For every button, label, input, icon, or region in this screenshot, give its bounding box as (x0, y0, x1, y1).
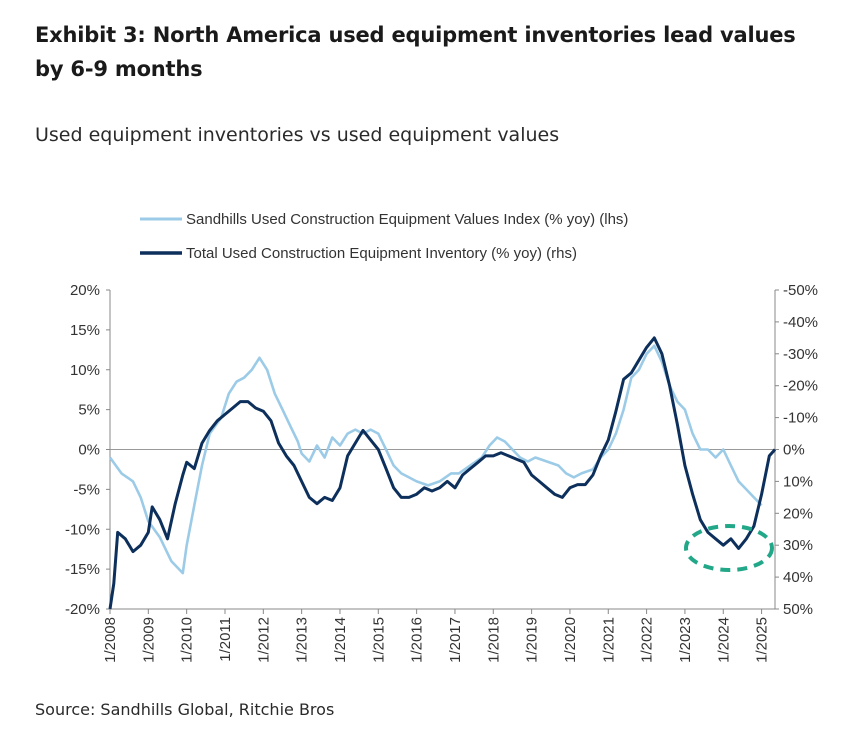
y-right-tick-label: -20% (783, 378, 818, 395)
y-right-tick-label: 30% (783, 537, 813, 554)
x-tick-label: 1/2020 (562, 617, 579, 663)
trough-highlight-ellipse (684, 524, 774, 572)
y-right-tick-label: -40% (783, 314, 818, 331)
x-tick-label: 1/2014 (332, 617, 349, 663)
y-right-tick-label: 40% (783, 569, 813, 586)
y-left-tick-label: 15% (70, 322, 100, 339)
y-right-tick-label: 20% (783, 505, 813, 522)
x-tick-label: 1/2013 (294, 617, 311, 663)
chart-subtitle: Used equipment inventories vs used equip… (35, 124, 560, 146)
y-right-tick-label: 0% (783, 442, 805, 459)
x-tick-label: 1/2012 (255, 617, 272, 663)
y-left-tick-label: 10% (70, 362, 100, 379)
x-tick-label: 1/2015 (370, 617, 387, 663)
y-right-tick-label: 50% (783, 601, 813, 618)
x-tick-label: 1/2018 (485, 617, 502, 663)
x-tick-label: 1/2017 (447, 617, 464, 663)
values-index-line (108, 344, 763, 575)
y-left-tick-label: 5% (78, 402, 100, 419)
y-left-tick-label: 20% (70, 282, 100, 299)
legend-label-values: Sandhills Used Construction Equipment Va… (186, 211, 628, 228)
x-tick-label: 1/2009 (140, 617, 157, 663)
x-tick-label: 1/2025 (754, 617, 771, 663)
x-tick-label: 1/2011 (217, 617, 234, 662)
x-tick-label: 1/2010 (179, 617, 196, 663)
y-right-tick-label: -10% (783, 410, 818, 427)
x-tick-label: 1/2021 (600, 617, 617, 663)
source-note: Source: Sandhills Global, Ritchie Bros (35, 700, 335, 719)
chart-title: Exhibit 3: North America used equipment … (35, 23, 796, 81)
inventory-line (108, 336, 777, 610)
x-tick-label: 1/2022 (639, 617, 656, 663)
y-right-tick-label: 10% (783, 473, 813, 490)
x-tick-label: 1/2023 (677, 617, 694, 663)
y-right-tick-label: -30% (783, 346, 818, 363)
y-left-tick-label: -20% (65, 601, 100, 618)
y-left-tick-label: -5% (73, 481, 100, 498)
y-left-tick-label: -15% (65, 561, 100, 578)
x-tick-label: 1/2019 (524, 617, 541, 663)
y-left-tick-label: 0% (78, 442, 100, 459)
x-tick-label: 1/2024 (715, 617, 732, 663)
legend-label-inventory: Total Used Construction Equipment Invent… (186, 245, 577, 262)
y-left-tick-label: -10% (65, 521, 100, 538)
x-tick-label: 1/2016 (409, 617, 426, 663)
y-right-tick-label: -50% (783, 282, 818, 299)
x-tick-label: 1/2008 (102, 617, 119, 663)
